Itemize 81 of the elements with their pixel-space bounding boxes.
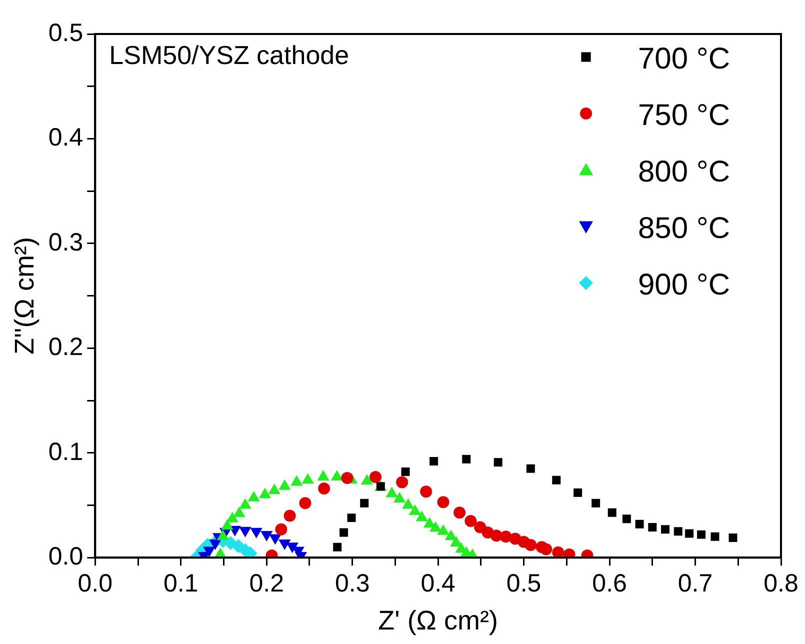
point xyxy=(592,498,600,508)
point xyxy=(284,510,296,522)
point xyxy=(430,457,438,466)
point xyxy=(340,528,348,537)
point xyxy=(710,532,720,541)
y-tick-label: 0.2 xyxy=(48,333,84,362)
point xyxy=(278,479,291,490)
legend-label: 850 °C xyxy=(638,212,730,245)
x-tick-label: 0.6 xyxy=(592,569,627,598)
point xyxy=(437,524,450,535)
point xyxy=(290,475,303,486)
point xyxy=(386,486,398,498)
point xyxy=(233,506,246,518)
point xyxy=(239,498,252,509)
point xyxy=(437,496,450,508)
point xyxy=(635,520,644,528)
point xyxy=(416,510,428,522)
y-tick-label: 0.5 xyxy=(48,18,84,47)
x-tick-label: 0.1 xyxy=(164,569,198,598)
point xyxy=(464,514,477,527)
point xyxy=(524,539,537,552)
point xyxy=(494,458,502,467)
point xyxy=(401,467,410,476)
point xyxy=(299,497,312,510)
point xyxy=(648,522,657,532)
point xyxy=(226,512,238,522)
point xyxy=(728,533,738,542)
x-tick-label: 0.0 xyxy=(78,569,113,598)
y-tick-label: 0.4 xyxy=(48,124,84,152)
point xyxy=(248,490,260,502)
point xyxy=(318,482,330,494)
y-tick-label: 0.0 xyxy=(48,542,84,570)
point xyxy=(552,546,564,558)
point xyxy=(454,506,466,519)
point xyxy=(221,519,234,530)
x-tick-label: 0.4 xyxy=(420,569,456,598)
point xyxy=(396,476,408,488)
y-tick-label: 0.1 xyxy=(48,438,84,466)
point xyxy=(268,484,280,494)
point xyxy=(347,514,356,522)
point xyxy=(622,514,631,524)
point xyxy=(360,498,369,508)
point xyxy=(540,543,552,556)
legend-label: 750 °C xyxy=(638,98,730,132)
point xyxy=(429,521,442,532)
point xyxy=(661,525,670,534)
point xyxy=(408,504,421,516)
point xyxy=(574,488,582,497)
legend-label: 900 °C xyxy=(638,268,730,302)
point xyxy=(258,488,271,498)
legend-label: 800 °C xyxy=(638,155,730,188)
point xyxy=(302,473,314,484)
point xyxy=(685,529,694,538)
point xyxy=(341,472,354,484)
x-tick-label: 0.5 xyxy=(506,569,542,598)
x-axis-title: Z' (Ω cm²) xyxy=(378,605,498,636)
point xyxy=(552,476,561,484)
point xyxy=(402,498,414,509)
point xyxy=(216,530,229,540)
annotation: LSM50/YSZ cathode xyxy=(109,40,350,70)
x-tick-label: 0.8 xyxy=(764,569,798,598)
point xyxy=(420,486,432,498)
point xyxy=(608,508,616,517)
y-tick-label: 0.3 xyxy=(48,228,84,256)
point xyxy=(462,454,471,464)
point xyxy=(444,530,457,540)
legend-label: 700 °C xyxy=(638,42,730,76)
point xyxy=(526,464,535,473)
x-tick-label: 0.3 xyxy=(334,569,370,598)
point xyxy=(317,470,330,480)
point xyxy=(360,474,373,485)
x-tick-label: 0.2 xyxy=(249,569,284,598)
point xyxy=(275,523,288,536)
point xyxy=(333,542,342,552)
x-tick-label: 0.7 xyxy=(678,569,713,598)
point xyxy=(393,492,406,502)
point xyxy=(697,530,706,539)
y-axis-title: Z''(Ω cm²) xyxy=(10,237,40,355)
point xyxy=(330,470,343,480)
point xyxy=(369,470,382,483)
point xyxy=(674,527,682,536)
